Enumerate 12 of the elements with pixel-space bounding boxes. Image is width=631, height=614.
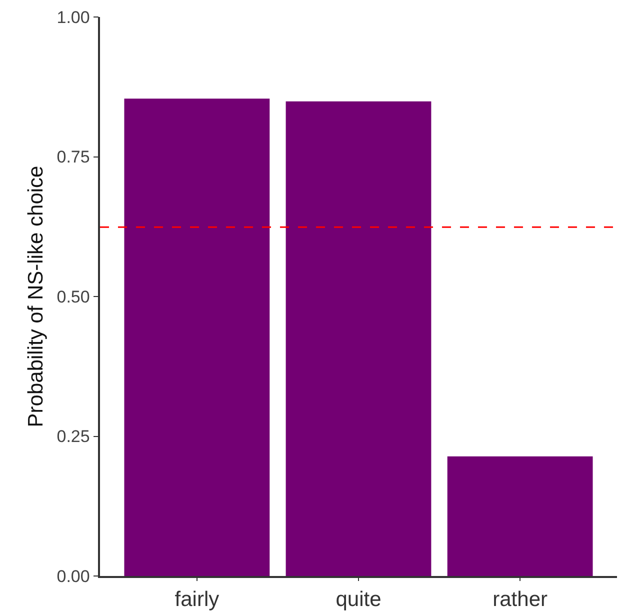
y-tick-label: 0.50	[56, 287, 90, 306]
y-axis-title: Probability of NS-like choice	[24, 166, 48, 428]
y-tick-label: 0.75	[56, 148, 90, 167]
x-tick-label: rather	[492, 588, 548, 611]
bar	[447, 456, 593, 576]
y-tick-label: 1.00	[56, 8, 90, 27]
bar	[286, 101, 432, 576]
x-tick-label: fairly	[174, 588, 220, 611]
y-tick-label: 0.00	[56, 566, 90, 586]
y-tick-label: 0.25	[56, 427, 90, 446]
bar	[124, 98, 270, 576]
x-tick-label: quite	[336, 588, 382, 611]
